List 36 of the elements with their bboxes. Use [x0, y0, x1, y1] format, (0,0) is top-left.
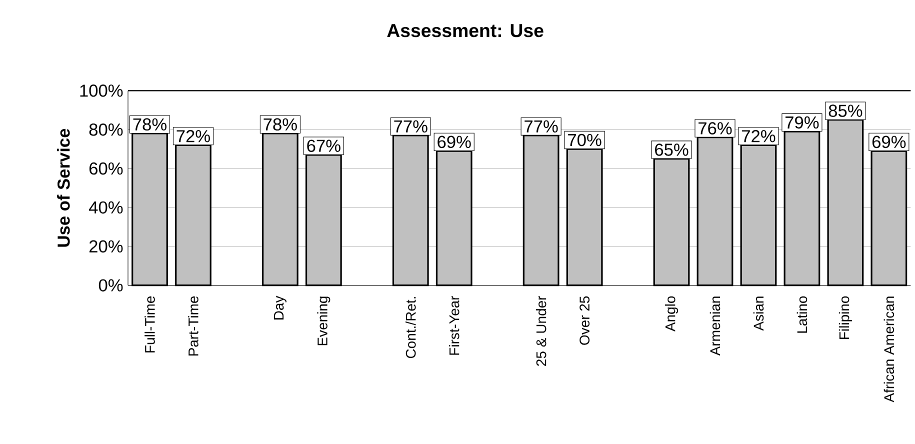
data-label: 69%	[438, 136, 471, 148]
x-tick-label: Day	[274, 296, 286, 320]
x-tick-label: Asian	[753, 296, 764, 331]
x-tick-label: Filipino	[838, 296, 852, 339]
x-tick-label: Over 25	[580, 296, 590, 345]
data-label: 78%	[133, 118, 166, 131]
x-tick-label: Evening	[317, 296, 330, 346]
data-label: 77%	[394, 120, 428, 133]
x-tick-label: Part-Time	[188, 296, 198, 356]
x-tick-label: Armenian	[710, 296, 720, 356]
y-axis-title: Use of Service	[57, 128, 70, 247]
data-label: 78%	[264, 118, 297, 131]
data-label: 77%	[524, 120, 558, 133]
y-tick-label: 60%	[89, 162, 123, 175]
data-label: 69%	[872, 136, 906, 148]
x-tick-label: Latino	[796, 296, 808, 333]
y-tick-label: 80%	[89, 123, 123, 136]
chart-title: Assessment: Use	[387, 24, 544, 38]
x-tick-label: 25 & Under	[536, 296, 546, 366]
x-tick-label: Cont./Ret.	[405, 297, 416, 358]
y-tick-label: 100%	[80, 84, 123, 97]
data-label: 70%	[568, 134, 602, 146]
data-label: 72%	[742, 130, 776, 142]
data-label: 65%	[655, 144, 688, 156]
y-tick-label: 0%	[98, 279, 123, 292]
data-label: 72%	[176, 130, 210, 142]
data-label: 85%	[828, 104, 862, 117]
x-tick-label: African American	[884, 296, 894, 402]
data-label: 79%	[786, 116, 819, 129]
data-label: 76%	[698, 122, 732, 134]
x-tick-label: Full-Time	[144, 296, 155, 352]
x-tick-label: Anglo	[665, 296, 678, 332]
x-tick-label: First-Year	[448, 296, 460, 355]
y-tick-label: 20%	[89, 240, 123, 253]
data-label: 67%	[307, 140, 340, 152]
y-tick-label: 40%	[88, 201, 123, 214]
